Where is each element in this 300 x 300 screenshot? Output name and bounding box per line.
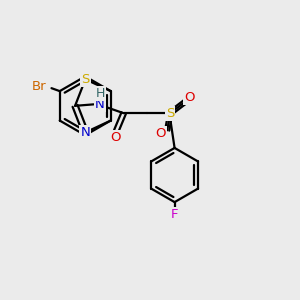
Text: S: S	[166, 107, 174, 120]
Text: F: F	[171, 208, 178, 221]
Text: O: O	[110, 131, 121, 144]
Text: N: N	[80, 126, 90, 139]
Text: Br: Br	[32, 80, 46, 93]
Text: N: N	[95, 98, 105, 111]
Text: H: H	[95, 87, 105, 100]
Text: O: O	[184, 91, 195, 104]
Text: O: O	[155, 127, 166, 140]
Text: S: S	[81, 73, 90, 86]
